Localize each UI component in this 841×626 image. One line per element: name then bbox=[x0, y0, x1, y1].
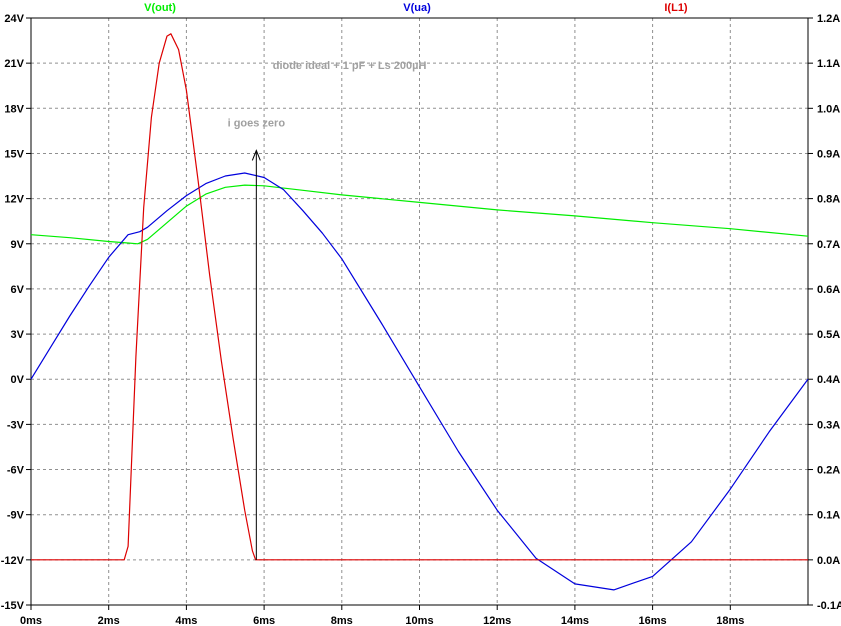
x-axis: 0ms 2ms 4ms 6ms 8ms 10ms 12ms 14ms 16ms 18ms bbox=[20, 605, 744, 626]
right-tick-label: 1.1A bbox=[817, 58, 840, 70]
grid bbox=[31, 18, 808, 605]
right-tick-label: 0.0A bbox=[817, 555, 840, 567]
left-tick-label: 12V bbox=[4, 194, 24, 206]
annotations: diode ideal + 1 pF + Ls 200µH i goes zero bbox=[228, 60, 427, 560]
x-tick-label: 4ms bbox=[175, 615, 197, 626]
left-tick-label: 21V bbox=[4, 58, 24, 70]
x-tick-label: 10ms bbox=[405, 615, 433, 626]
right-tick-label: 0.8A bbox=[817, 194, 840, 206]
right-tick-label: 1.0A bbox=[817, 103, 840, 115]
left-tick-label: 0V bbox=[11, 374, 25, 386]
left-tick-label: 9V bbox=[11, 239, 25, 251]
legend-entry[interactable]: I(L1) bbox=[664, 2, 688, 14]
left-tick-label: -12V bbox=[1, 555, 25, 567]
x-tick-label: 18ms bbox=[716, 615, 744, 626]
left-tick-label: 15V bbox=[4, 148, 24, 160]
left-tick-label: -6V bbox=[7, 465, 25, 477]
series-v-ua bbox=[30, 172, 809, 591]
right-tick-label: 0.4A bbox=[817, 374, 840, 386]
left-tick-label: 3V bbox=[11, 329, 25, 341]
legend-entry[interactable]: V(out) bbox=[144, 2, 176, 14]
left-tick-label: -9V bbox=[7, 510, 25, 522]
x-tick-label: 14ms bbox=[561, 615, 589, 626]
x-tick-label: 0ms bbox=[20, 615, 42, 626]
right-tick-label: -0.1A bbox=[817, 600, 841, 612]
annotation-text: diode ideal + 1 pF + Ls 200µH bbox=[273, 60, 427, 72]
right-tick-label: 0.6A bbox=[817, 284, 840, 296]
arrow-head bbox=[251, 149, 261, 161]
legend-entry[interactable]: V(ua) bbox=[403, 2, 431, 14]
left-tick-label: 6V bbox=[11, 284, 25, 296]
left-tick-label: 24V bbox=[4, 13, 24, 25]
legend[interactable]: V(out) V(ua) I(L1) bbox=[144, 2, 688, 14]
x-tick-label: 8ms bbox=[331, 615, 353, 626]
left-tick-label: -3V bbox=[7, 419, 25, 431]
right-tick-label: 0.3A bbox=[817, 419, 840, 431]
series-v-out bbox=[30, 184, 809, 245]
annotation-text: i goes zero bbox=[228, 117, 286, 129]
x-tick-label: 6ms bbox=[253, 615, 275, 626]
left-tick-label: 18V bbox=[4, 103, 24, 115]
right-tick-label: 0.5A bbox=[817, 329, 840, 341]
right-tick-label: 0.2A bbox=[817, 465, 840, 477]
left-axis: 24V 21V 18V 15V 12V 9V 6V 3V 0V -3V -6V -9V -12V -15V bbox=[1, 13, 31, 612]
right-tick-label: 0.7A bbox=[817, 239, 840, 251]
x-tick-label: 12ms bbox=[483, 615, 511, 626]
series-i-l1 bbox=[31, 33, 808, 561]
x-tick-label: 2ms bbox=[98, 615, 120, 626]
right-axis: 1.2A 1.1A 1.0A 0.9A 0.8A 0.7A 0.6A 0.5A 0.4A 0.3A… bbox=[808, 13, 841, 612]
x-tick-label: 16ms bbox=[639, 615, 667, 626]
right-tick-label: 0.1A bbox=[817, 510, 840, 522]
series-layer bbox=[30, 33, 809, 591]
right-tick-label: 0.9A bbox=[817, 148, 840, 160]
left-tick-label: -15V bbox=[1, 600, 25, 612]
right-tick-label: 1.2A bbox=[817, 13, 840, 25]
